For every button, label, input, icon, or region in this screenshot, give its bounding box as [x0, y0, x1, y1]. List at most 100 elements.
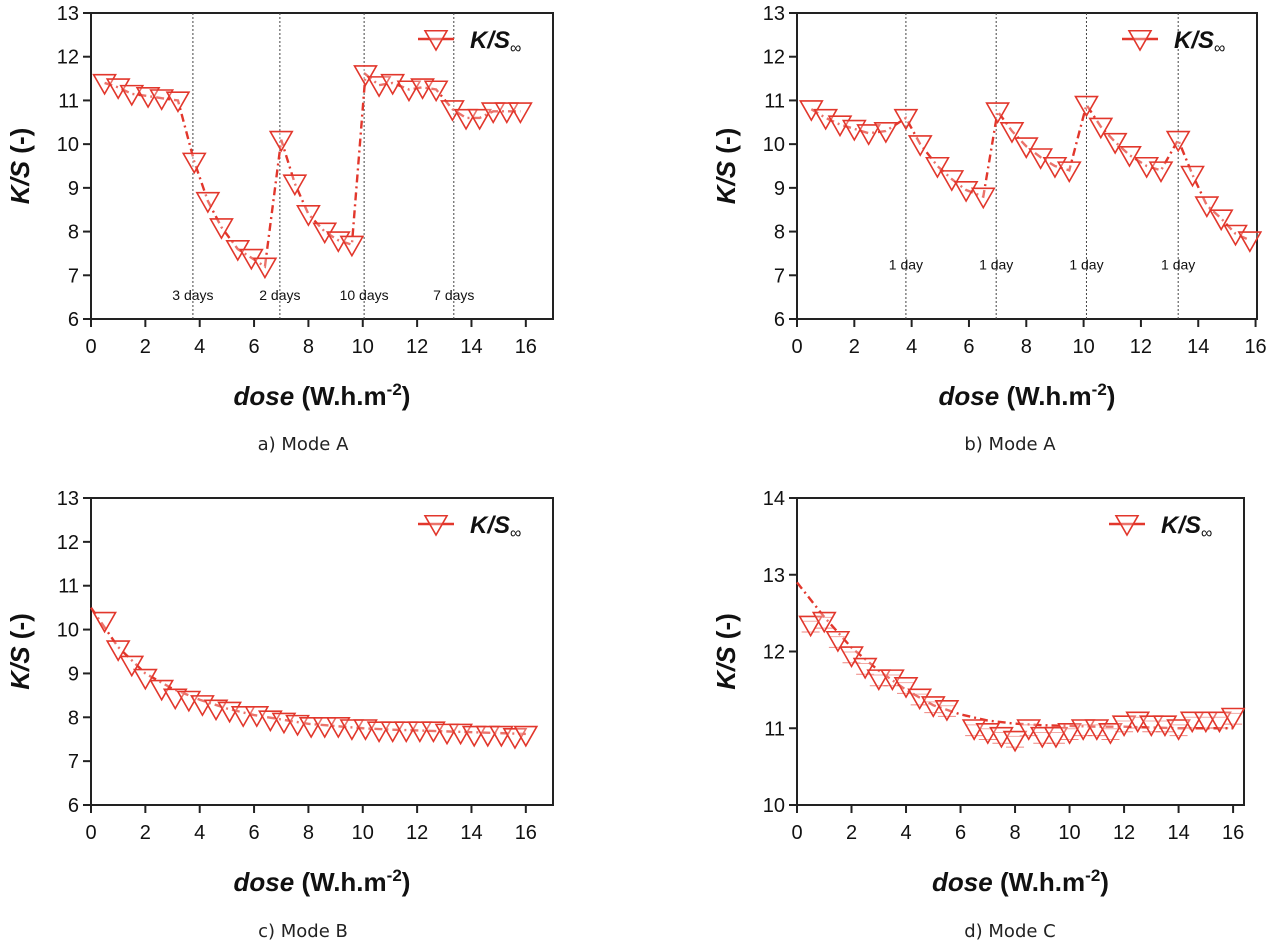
x-axis-label-unit: (W.h.m	[294, 381, 386, 411]
data-point	[92, 611, 117, 634]
legend-marker	[423, 514, 449, 537]
x-axis-label-sup: -2	[387, 380, 402, 399]
data-point	[257, 710, 283, 733]
data-point	[440, 100, 465, 122]
data-point	[798, 615, 824, 638]
x-tick-label: 2	[140, 822, 151, 844]
y-tick-label: 6	[68, 309, 79, 331]
x-tick-label: 16	[1244, 336, 1266, 358]
data-point	[209, 218, 234, 240]
data-point	[380, 73, 406, 96]
data-point	[1002, 730, 1028, 753]
data-point	[285, 714, 310, 737]
legend: K/S∞	[418, 27, 521, 57]
panel-caption: d) Mode C	[964, 921, 1056, 942]
x-tick-label: 6	[248, 336, 259, 358]
y-tick-label: 13	[763, 565, 785, 587]
x-axis-label-end: )	[1100, 867, 1109, 897]
interval-label: 1 day	[979, 256, 1013, 272]
y-axis-label: K/S (-)	[711, 128, 741, 205]
legend-label-sub: ∞	[1201, 525, 1212, 542]
x-tick-label: 10	[352, 822, 374, 844]
x-tick-label: 14	[1187, 336, 1209, 358]
data-point	[1180, 165, 1205, 188]
y-tick-label: 11	[58, 90, 79, 112]
x-tick-label: 2	[849, 336, 860, 358]
data-point	[312, 222, 338, 245]
data-point	[1028, 148, 1053, 170]
data-point	[1166, 719, 1191, 741]
data-point	[149, 89, 175, 111]
y-axis-label-italic: K/S	[711, 160, 741, 204]
x-tick-label: 2	[846, 822, 857, 844]
x-tick-label: 4	[900, 822, 911, 844]
data-point	[105, 640, 131, 662]
panel-caption: a) Mode A	[258, 434, 350, 455]
data-point	[271, 712, 297, 735]
interval-label: 1 day	[889, 256, 923, 272]
x-tick-label: 8	[1009, 822, 1020, 844]
y-tick-label: 6	[68, 795, 79, 817]
x-tick-label: 4	[194, 336, 205, 358]
y-tick-label: 13	[57, 488, 79, 510]
y-axis-label: K/S (-)	[5, 613, 35, 690]
legend-label-main: K/S	[470, 27, 510, 54]
data-point	[353, 719, 378, 741]
y-tick-label: 6	[774, 309, 785, 331]
data-point	[1074, 95, 1099, 118]
data-point	[325, 717, 351, 739]
data-point	[132, 668, 158, 691]
x-axis-label-end: )	[402, 381, 411, 411]
legend-marker	[1127, 29, 1153, 52]
legend-marker	[1114, 514, 1140, 537]
x-tick-label: 16	[515, 822, 537, 844]
data-point	[296, 205, 321, 227]
data-point	[1111, 715, 1137, 738]
x-axis-label-end: )	[1107, 381, 1116, 411]
data-point	[421, 721, 446, 744]
y-axis-label: K/S (-)	[5, 128, 35, 205]
data-point	[1117, 146, 1142, 168]
legend-label-sub: ∞	[510, 40, 521, 57]
data-point	[508, 102, 533, 124]
data-point	[1165, 130, 1191, 153]
x-tick-label: 12	[1113, 822, 1135, 844]
x-tick-label: 4	[194, 822, 205, 844]
y-tick-label: 7	[68, 751, 79, 773]
data-point	[939, 170, 965, 192]
data-point	[1102, 132, 1128, 155]
data-point	[852, 657, 878, 680]
data-point	[1057, 723, 1082, 745]
x-tick-label: 8	[1021, 336, 1032, 358]
y-axis-label-unit: (-)	[5, 128, 35, 161]
y-tick-label: 13	[57, 3, 79, 25]
data-point	[410, 78, 435, 100]
legend-label: K/S∞	[1161, 512, 1212, 542]
data-point	[513, 725, 539, 748]
data-point	[1237, 231, 1263, 253]
y-tick-label: 9	[68, 663, 79, 685]
data-point	[366, 76, 392, 98]
x-axis-label-italic: dose	[932, 867, 993, 897]
y-tick-label: 10	[763, 795, 785, 817]
x-tick-label: 6	[248, 822, 259, 844]
x-axis-label: dose (W.h.m-2)	[939, 380, 1116, 411]
x-tick-label: 0	[791, 336, 802, 358]
data-point	[149, 679, 175, 702]
x-tick-label: 12	[406, 336, 428, 358]
y-tick-label: 13	[763, 3, 785, 25]
y-tick-label: 10	[57, 620, 79, 642]
data-point	[225, 240, 251, 262]
chart-panel-c: 6 7 8 9 10 11 12 13 0 2 4 6 8 10 12 14 16 dose (W.h.m-2) K…	[5, 488, 554, 942]
legend-label-main: K/S	[1161, 512, 1201, 539]
y-tick-label: 12	[763, 47, 785, 69]
interval-label: 1 day	[1069, 256, 1103, 272]
data-point	[934, 700, 960, 722]
x-axis-label-unit: (W.h.m	[993, 867, 1085, 897]
legend-label-sub: ∞	[1214, 40, 1225, 57]
x-tick-label: 10	[352, 336, 374, 358]
x-axis-label-sup: -2	[387, 866, 402, 885]
x-axis-label: dose (W.h.m-2)	[234, 380, 411, 411]
data-point	[119, 84, 145, 107]
